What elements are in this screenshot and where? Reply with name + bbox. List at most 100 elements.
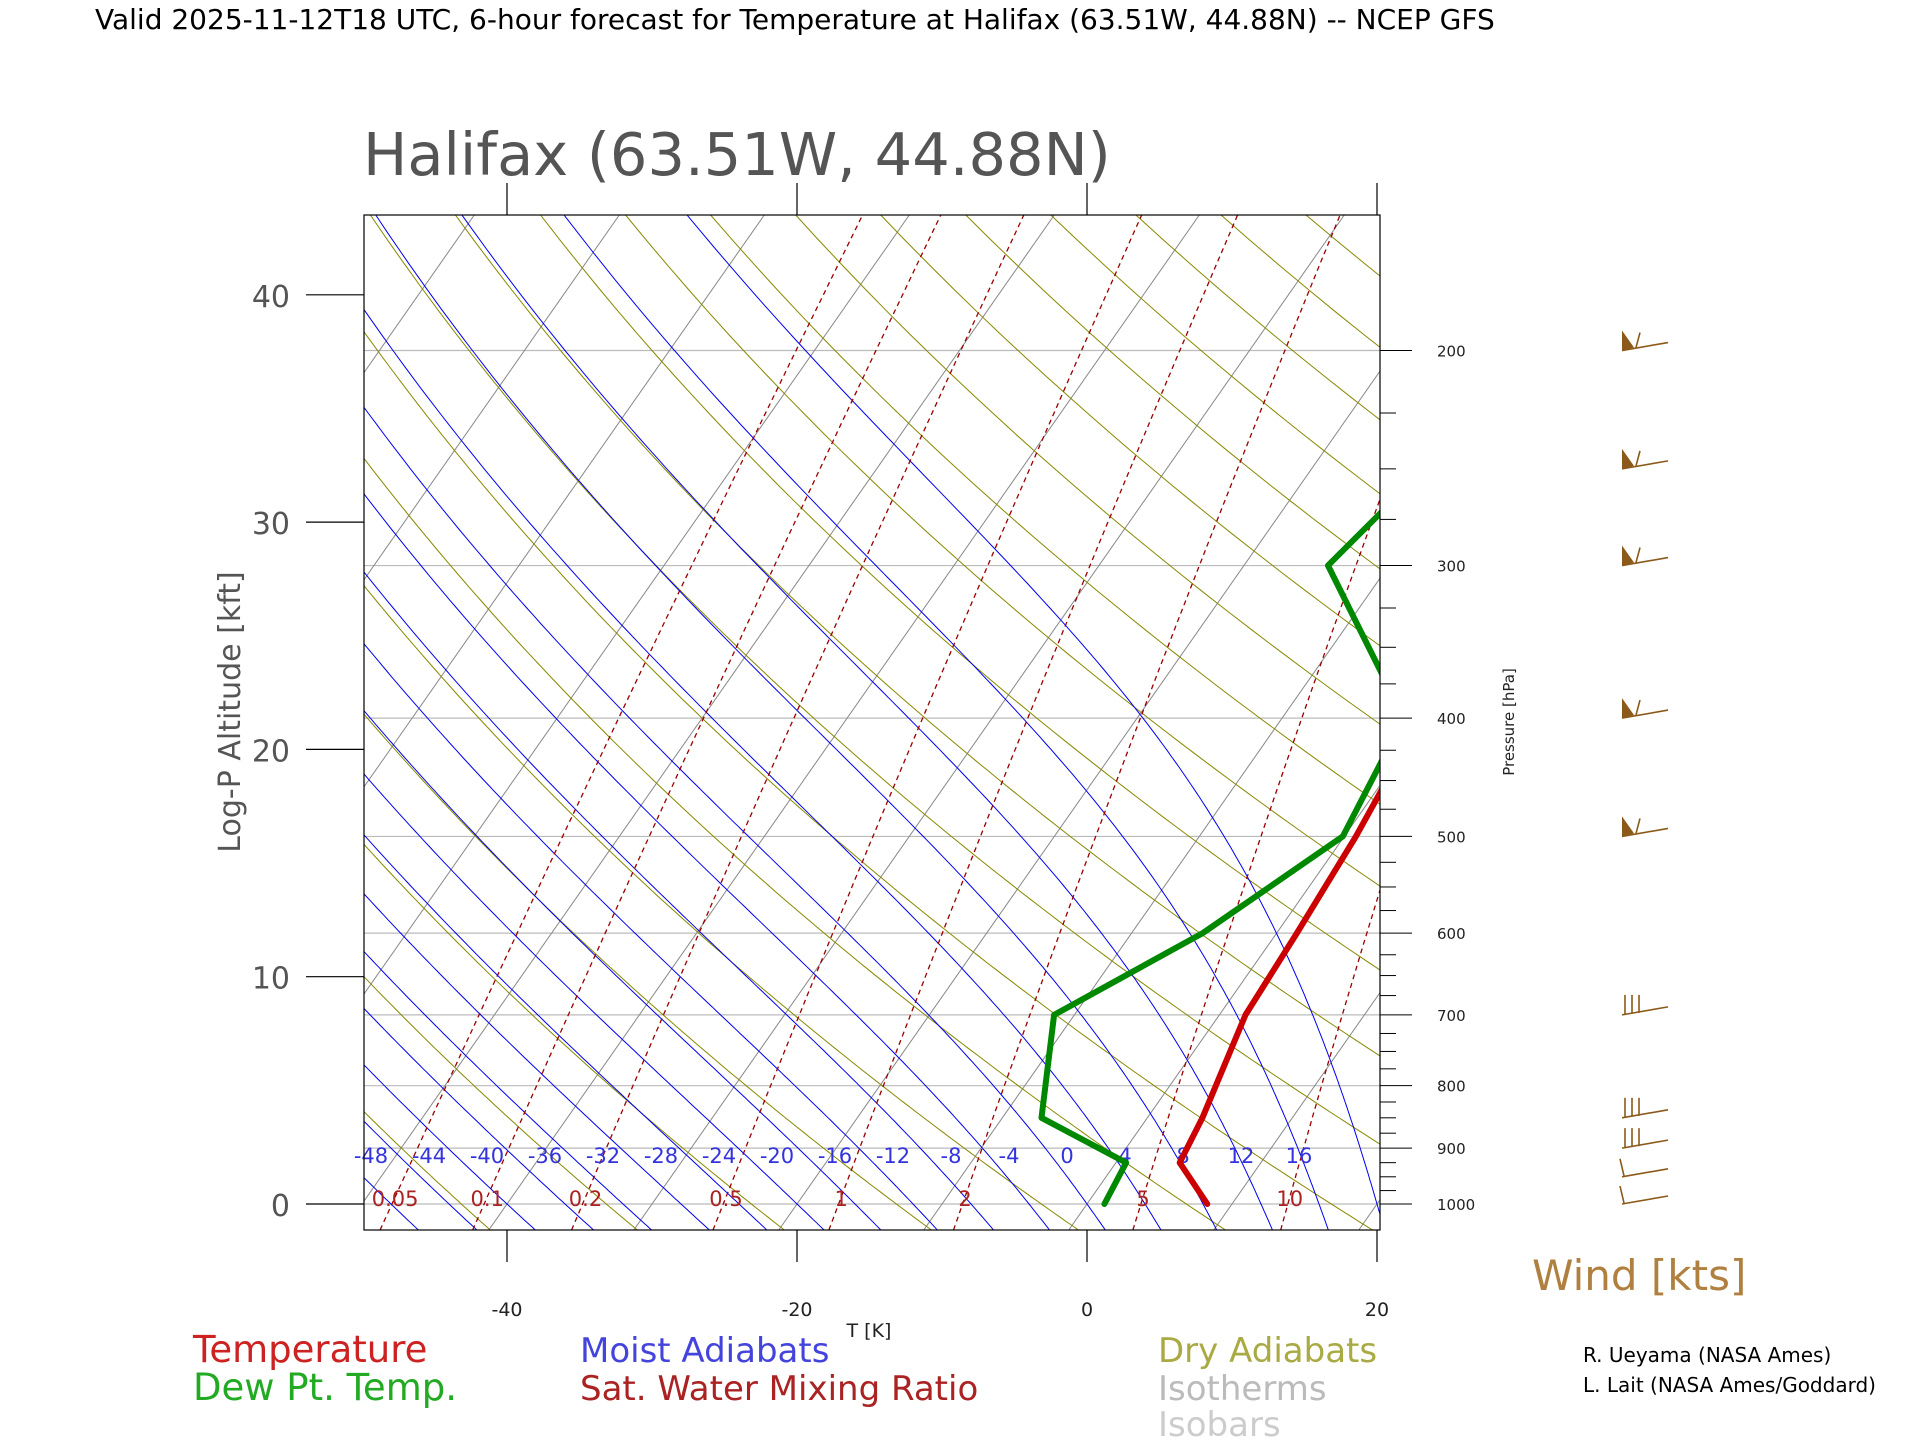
- wind-barb: [1621, 448, 1669, 470]
- sounding-series: [1038, 509, 1380, 1207]
- isotherm-line: [364, 215, 910, 995]
- isotherm-line: [1213, 991, 1380, 1230]
- y-tick-label: 20: [252, 734, 290, 769]
- dry-adiabat-line: [1391, 215, 1920, 1230]
- wind-barb: [1619, 1158, 1669, 1178]
- mixing-ratio-line: [712, 215, 1143, 1230]
- pressure-tick-label: 200: [1437, 343, 1466, 361]
- mixing-ratio-label: 0.05: [372, 1187, 419, 1211]
- y-axis-label: Log-P Altitude [kft]: [213, 571, 248, 852]
- credit-line-2: L. Lait (NASA Ames/Goddard): [1583, 1373, 1876, 1397]
- moist-adiabat-line: [364, 1007, 595, 1230]
- dry-adiabat-line: [1476, 215, 1920, 1230]
- wind-barb: [1621, 1128, 1669, 1149]
- pressure-tick-label: 400: [1437, 710, 1466, 728]
- credit-line-1: R. Ueyama (NASA Ames): [1583, 1343, 1831, 1367]
- moist-adiabat-line: [364, 1064, 536, 1230]
- mixing-ratio-lines: [379, 215, 1380, 1230]
- legend-dewpoint: Dew Pt. Temp.: [193, 1366, 457, 1409]
- pressure-tick-label: 600: [1437, 925, 1466, 943]
- wind-barb-pennant: [1622, 545, 1634, 566]
- moist-adiabat-label: -16: [818, 1144, 852, 1168]
- wind-barb-staff: [1621, 1195, 1669, 1205]
- legend: Temperature Dew Pt. Temp. Moist Adiabats…: [192, 1328, 1377, 1440]
- moist-adiabat-line: [0, 215, 365, 1235]
- wind-barb-staff: [1621, 1168, 1669, 1178]
- moist-adiabat-label: 0: [1060, 1144, 1073, 1168]
- dry-adiabat-line: [1731, 215, 1920, 1230]
- mixing-ratio-line: [1280, 887, 1380, 1230]
- pressure-tick-label: 300: [1437, 558, 1466, 576]
- page-header: Valid 2025-11-12T18 UTC, 6-hour forecast…: [95, 3, 1495, 36]
- dry-adiabat-line: [364, 584, 1079, 1230]
- moist-adiabat-line: [364, 406, 1106, 1230]
- dry-adiabat-line: [364, 331, 1373, 1230]
- moist-adiabat-line: [687, 215, 1380, 1217]
- dry-adiabat-line: [1816, 215, 1920, 1230]
- wind-barb-staff: [1621, 1109, 1669, 1119]
- dry-adiabat-line: [364, 976, 638, 1230]
- moist-adiabat-line: [364, 1120, 478, 1230]
- pressure-tick-label: 700: [1437, 1007, 1466, 1025]
- dry-adiabat-line: [710, 215, 1380, 805]
- moist-adiabat-label: 12: [1228, 1144, 1255, 1168]
- wind-barbs: [1619, 330, 1669, 1205]
- mixing-ratio-label: 0.1: [470, 1187, 503, 1211]
- wind-barb-staff: [1621, 709, 1669, 719]
- mixing-ratio-line: [570, 215, 1025, 1230]
- wind-barb-flag: [1635, 699, 1641, 716]
- wind-barb-flag: [1635, 450, 1641, 467]
- wind-barb-staff: [1621, 1006, 1669, 1016]
- isotherm-line: [364, 215, 620, 581]
- wind-barb-staff: [1621, 556, 1669, 567]
- mixing-ratio-line: [1132, 497, 1380, 1230]
- legend-isobars: Isobars: [1158, 1405, 1281, 1440]
- dry-adiabat-line: [1561, 215, 1920, 1230]
- dry-adiabat-line: [0, 215, 343, 1230]
- dry-adiabat-line: [1135, 215, 1380, 421]
- dry-adiabat-line: [1305, 215, 1380, 277]
- legend-mixing-ratio: Sat. Water Mixing Ratio: [580, 1369, 978, 1409]
- y-tick-label: 0: [271, 1189, 290, 1224]
- moist-adiabat-line: [364, 571, 995, 1230]
- moist-adiabat-label: -40: [470, 1144, 504, 1168]
- mixing-ratio-label: 0.2: [569, 1187, 602, 1211]
- isotherm-line: [364, 215, 1055, 1203]
- moist-adiabat-line: [364, 308, 1162, 1230]
- moist-adiabat-line: [364, 773, 825, 1230]
- wind-barb-flag: [1635, 818, 1641, 834]
- wind-label: Wind [kts]: [1532, 1251, 1746, 1300]
- plot-area: -48 -44 -40 -36 -32 -28 -24 -20 -16 -12 -8 -4 0 4 8 12 1…: [0, 214, 1920, 1235]
- y-tick-label: 10: [252, 962, 290, 997]
- dewpoint-line: [1038, 509, 1380, 1207]
- wind-barb-flag: [1635, 332, 1641, 348]
- x-axis-label: T [K]: [846, 1320, 892, 1342]
- mixing-ratio-line: [379, 215, 864, 1230]
- moist-adiabat-label: -44: [412, 1144, 446, 1168]
- moist-adiabat-label: -20: [760, 1144, 794, 1168]
- moist-adiabat-line: [364, 950, 653, 1230]
- legend-dry-adiabats: Dry Adiabats: [1158, 1331, 1377, 1371]
- dry-adiabat-line: [1646, 215, 1920, 1230]
- wind-barb: [1619, 1185, 1669, 1205]
- isotherm-line: [364, 215, 765, 788]
- isotherm-line: [0, 215, 329, 1230]
- chart-title: Halifax (63.51W, 44.88N): [363, 120, 1111, 189]
- x-tick-label: 20: [1365, 1299, 1389, 1321]
- pressure-tick-label: 500: [1437, 828, 1466, 846]
- dry-adiabat-line: [364, 713, 932, 1230]
- isotherm-line: [1649, 215, 1920, 1230]
- dry-adiabat-line: [364, 457, 1226, 1230]
- isopleth-labels: -48 -44 -40 -36 -32 -28 -24 -20 -16 -12 -8 -4 0 4 8 12 1…: [354, 1144, 1313, 1211]
- wind-barb: [1621, 816, 1669, 838]
- x-tick-label: 0: [1081, 1299, 1093, 1321]
- moist-adiabat-line: [461, 215, 1273, 1230]
- mixing-ratio-label: 2: [958, 1187, 971, 1211]
- wind-barb: [1621, 1097, 1669, 1119]
- dry-adiabat-line: [795, 215, 1380, 725]
- pressure-tick-label: 900: [1437, 1140, 1466, 1158]
- dry-adiabat-line: [369, 215, 1380, 1145]
- wind-barb-staff: [1621, 341, 1669, 352]
